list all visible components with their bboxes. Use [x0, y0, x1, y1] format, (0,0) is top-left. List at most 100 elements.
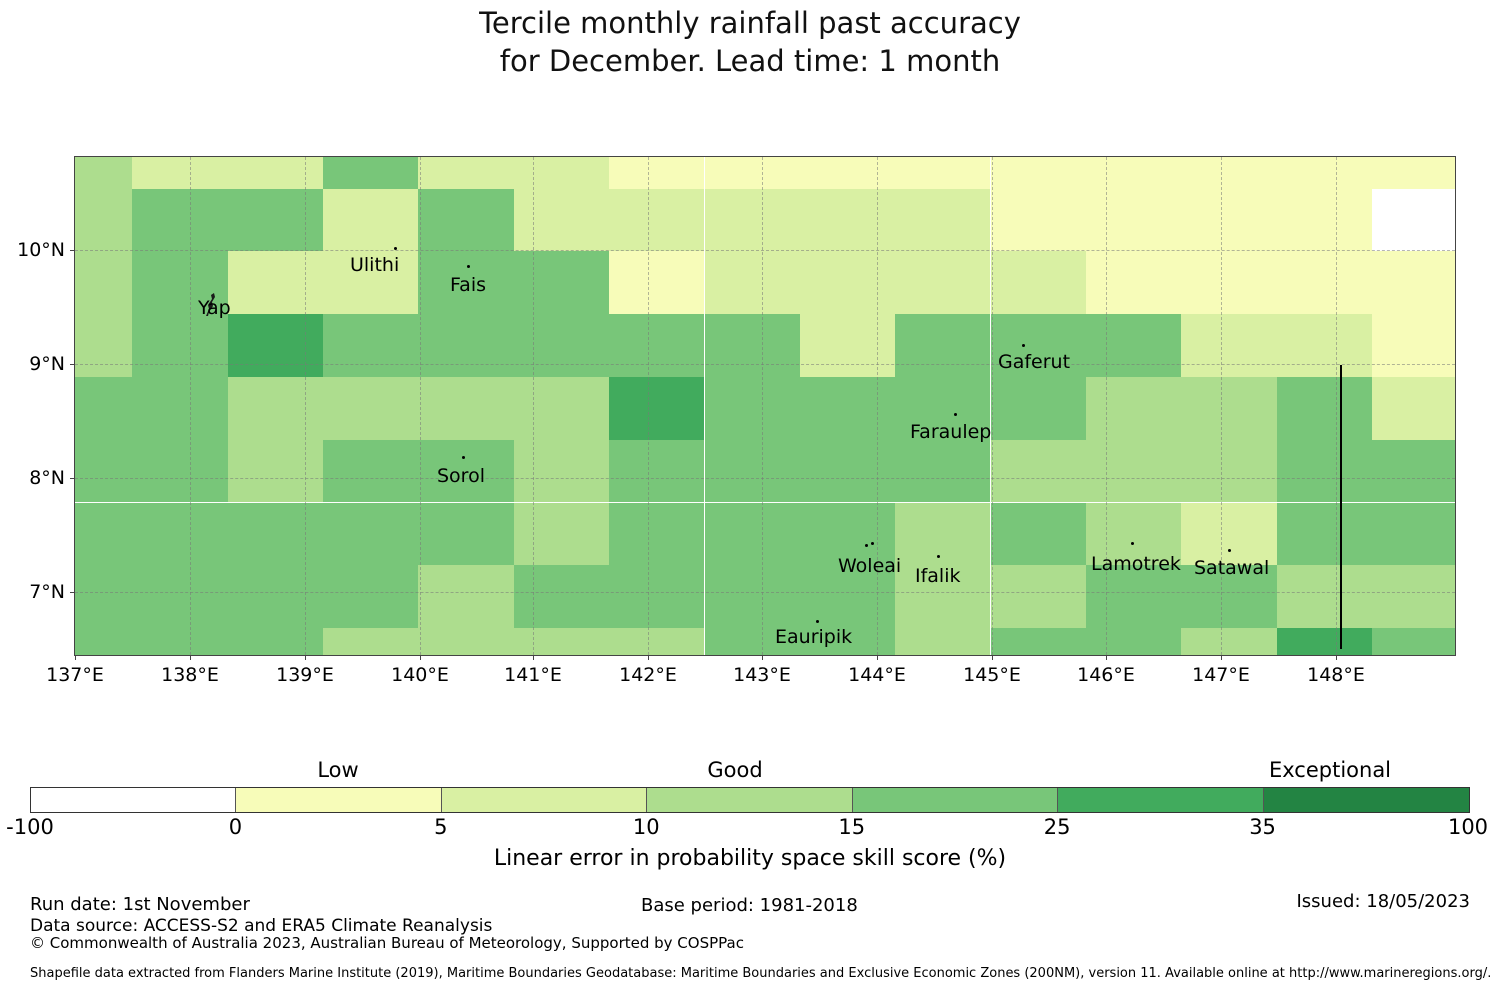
eez-boundary-line	[1340, 365, 1342, 649]
grid-cell	[75, 157, 133, 189]
x-tick-label: 147°E	[1192, 664, 1250, 686]
grid-cell	[704, 439, 800, 503]
grid-cell	[132, 188, 228, 252]
grid-cell	[895, 188, 991, 252]
colorbar-category-label: Exceptional	[1268, 758, 1392, 782]
colorbar-tick-label: 15	[838, 815, 866, 839]
grid-cell	[227, 439, 324, 503]
copyright-text: © Commonwealth of Australia 2023, Austra…	[30, 934, 744, 952]
island-dot-icon	[1022, 344, 1025, 347]
place-label: Gaferut	[998, 351, 1071, 373]
grid-cell	[1181, 628, 1277, 655]
grid-cell	[1085, 502, 1182, 566]
longitude-gridline	[877, 157, 878, 655]
longitude-gridline	[648, 157, 649, 655]
grid-cell	[75, 188, 133, 252]
chart-title-line2: for December. Lead time: 1 month	[499, 44, 1001, 78]
x-tick-label: 145°E	[963, 664, 1021, 686]
longitude-gridline	[533, 157, 534, 655]
grid-cell	[1085, 157, 1182, 189]
longitude-gridline	[1106, 157, 1107, 655]
grid-cell	[799, 188, 896, 252]
grid-cell	[990, 157, 1086, 189]
island-dot-icon	[1131, 542, 1134, 545]
grid-cell	[990, 251, 1086, 315]
grid-cell	[1181, 376, 1277, 440]
grid-cell	[418, 628, 514, 655]
grid-cell	[227, 251, 324, 315]
colorbar-tick-label: 10	[632, 815, 660, 839]
grid-cell	[1276, 157, 1372, 189]
grid-cell	[1181, 188, 1277, 252]
longitude-gridline	[305, 157, 306, 655]
grid-cell	[227, 628, 324, 655]
latitude-gridline	[75, 250, 1455, 251]
grid-cell	[323, 314, 419, 377]
place-label: Lamotrek	[1091, 553, 1181, 575]
grid-cell	[1085, 628, 1182, 655]
colorbar-category-label: Low	[317, 758, 359, 782]
grid-cell	[1276, 565, 1372, 629]
x-tick-mark	[648, 655, 649, 660]
island-shape-icon	[203, 293, 217, 321]
grid-cell	[323, 251, 419, 315]
x-tick-mark	[1336, 655, 1337, 660]
grid-cell	[513, 565, 610, 629]
grid-cell	[75, 565, 133, 629]
grid-cell	[1085, 251, 1182, 315]
grid-cell	[323, 439, 419, 503]
shapefile-attribution-text: Shapefile data extracted from Flanders M…	[30, 966, 1492, 981]
y-tick-mark	[70, 592, 75, 593]
colorbar-segment	[1263, 788, 1469, 812]
grid-cell	[1181, 565, 1277, 629]
grid-cell	[227, 502, 324, 566]
longitude-gridline	[762, 157, 763, 655]
x-tick-mark	[1106, 655, 1107, 660]
grid-cell	[609, 376, 705, 440]
grid-cell	[513, 439, 610, 503]
grid-cell	[895, 439, 991, 503]
place-label: Ulithi	[350, 254, 400, 276]
latitude-gridline	[75, 478, 1455, 479]
latitude-gridline	[75, 592, 1455, 593]
grid-cell	[227, 157, 324, 189]
chart-title: Tercile monthly rainfall past accuracy f…	[0, 4, 1500, 80]
grid-cell	[132, 502, 228, 566]
grid-cell	[323, 157, 419, 189]
island-dot-icon	[467, 265, 470, 268]
grid-cell	[75, 251, 133, 315]
grid-cell	[418, 251, 514, 315]
grid-cell	[1276, 502, 1372, 566]
island-dot-icon	[462, 456, 465, 459]
x-tick-label: 142°E	[619, 664, 677, 686]
grid-cell	[704, 157, 800, 189]
x-tick-label: 144°E	[848, 664, 906, 686]
x-tick-mark	[305, 655, 306, 660]
grid-cell	[513, 502, 610, 566]
colorbar-segment	[236, 788, 442, 812]
grid-cell	[323, 188, 419, 252]
grid-cell	[1371, 502, 1455, 566]
grid-cell	[323, 565, 419, 629]
island-dot-icon	[954, 413, 957, 416]
grid-cell	[895, 251, 991, 315]
x-tick-label: 137°E	[46, 664, 104, 686]
grid-cell	[1181, 502, 1277, 566]
colorbar-segment	[1058, 788, 1264, 812]
colorbar-tick-label: 100	[1447, 815, 1489, 839]
grid-cell	[704, 376, 800, 440]
x-tick-mark	[420, 655, 421, 660]
island-dot-icon	[865, 544, 868, 547]
grid-cell	[418, 565, 514, 629]
grid-cell	[323, 376, 419, 440]
chart-title-line1: Tercile monthly rainfall past accuracy	[479, 6, 1021, 40]
colorbar-tick-label: 0	[228, 815, 243, 839]
grid-cell	[799, 502, 896, 566]
grid-cell	[1181, 157, 1277, 189]
y-tick-label: 10°N	[17, 239, 65, 261]
grid-cell	[609, 157, 705, 189]
place-label: Yap	[198, 297, 231, 319]
grid-cell	[990, 314, 1086, 377]
grid-cell	[75, 314, 133, 377]
